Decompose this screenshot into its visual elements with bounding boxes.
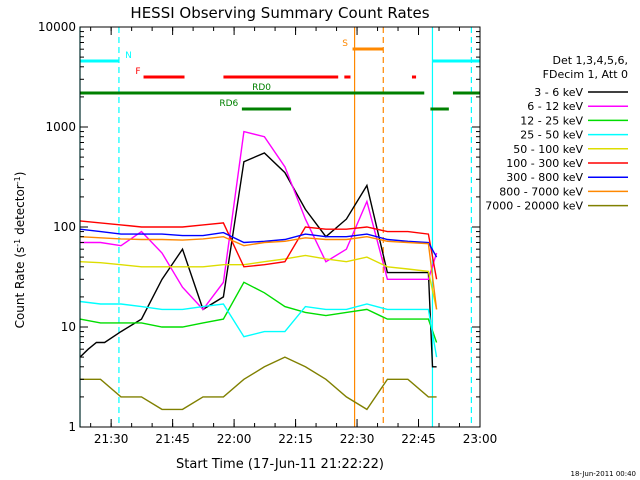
legend-label-8: 7000 - 20000 keV <box>485 200 583 213</box>
x-tick-label-0: 21:30 <box>94 432 129 446</box>
y-tick-label-3: 1000 <box>45 120 76 134</box>
y-tick-label-1: 10 <box>61 320 76 334</box>
legend-header-0: Det 1,3,4,5,6, <box>552 54 628 67</box>
series-line-6 <box>79 228 438 258</box>
flag-label-3: RD0 <box>252 83 271 93</box>
series-line-7 <box>79 235 438 310</box>
legend-label-4: 50 - 100 keV <box>513 143 583 156</box>
x-tick-label-6: 23:00 <box>463 432 498 446</box>
plot-area: NF S RD0 RD6 1 10 100 1000 10000 21:30 21:45 22:00 2… <box>38 20 497 446</box>
flag-label-2: S <box>342 39 348 49</box>
footer-stamp: 18-Jun-2011 00:40 <box>571 470 637 478</box>
flag-label-1: F <box>135 67 140 77</box>
legend-label-3: 25 - 50 keV <box>520 129 583 142</box>
y-axis-label: Count Rate (s-1 detector-1) <box>13 172 28 329</box>
y-axis-label-sup2: -1 <box>13 176 22 184</box>
chart-title: HESSI Observing Summary Count Rates <box>130 4 429 22</box>
legend-label-6: 300 - 800 keV <box>506 171 583 184</box>
y-axis-label-main: Count Rate (s <box>13 247 27 329</box>
y-axis-label-end: ) <box>13 172 27 177</box>
x-tick-label-2: 22:00 <box>217 432 252 446</box>
legend-label-0: 3 - 6 keV <box>534 86 583 99</box>
legend-label-7: 800 - 7000 keV <box>499 185 583 198</box>
x-tick-label-5: 22:45 <box>401 432 436 446</box>
flag-label-4: RD6 <box>219 99 238 109</box>
y-tick-label-4: 10000 <box>38 20 76 34</box>
legend: Det 1,3,4,5,6,FDecim 1, Att 0 3 - 6 keV6 … <box>485 54 628 213</box>
series-line-5 <box>79 220 438 280</box>
series-line-8 <box>80 356 437 411</box>
legend-header-1: FDecim 1, Att 0 <box>543 68 628 81</box>
flag-label-0: N <box>125 51 132 61</box>
x-tick-label-1: 21:45 <box>155 432 190 446</box>
legend-label-2: 12 - 25 keV <box>520 114 583 127</box>
y-tick-label-2: 100 <box>53 220 76 234</box>
x-tick-label-4: 22:30 <box>340 432 375 446</box>
x-tick-label-3: 22:15 <box>278 432 313 446</box>
legend-label-5: 100 - 300 keV <box>506 157 583 170</box>
series-line-0 <box>79 152 437 368</box>
series-line-2 <box>79 281 438 343</box>
legend-label-1: 6 - 12 keV <box>527 100 583 113</box>
y-axis-label-mid: detector <box>13 184 27 239</box>
x-axis-label: Start Time (17-Jun-11 21:22:22) <box>176 457 384 472</box>
series-line-3 <box>79 300 438 358</box>
series-line-4 <box>79 254 438 310</box>
series-line-1 <box>80 130 438 311</box>
y-tick-label-0: 1 <box>68 420 76 434</box>
y-axis-label-sup1: -1 <box>13 239 22 247</box>
